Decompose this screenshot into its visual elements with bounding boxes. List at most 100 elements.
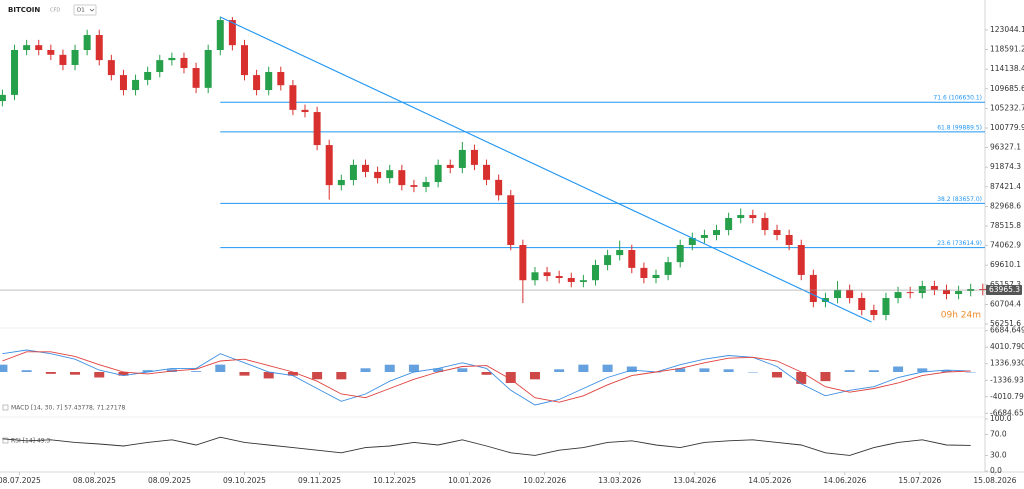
candle-body (579, 280, 587, 282)
y-tick-label: 78515.8 (990, 221, 1021, 230)
y-tick-label: 87421.4 (990, 182, 1021, 191)
macd-histogram (45, 372, 56, 374)
candle-body (132, 79, 140, 91)
dropdown-arrow[interactable] (89, 8, 95, 12)
candle-body (349, 164, 357, 180)
candle-body (749, 215, 757, 219)
candle-body (930, 286, 938, 290)
macd-histogram (675, 368, 686, 372)
macd-histogram (94, 372, 105, 378)
indicator-line (2, 436, 971, 456)
candle-body (555, 276, 563, 279)
macd-histogram (287, 372, 298, 376)
candle-body (640, 267, 648, 279)
candle-body (955, 291, 963, 295)
y-tick-label: 96327.1 (990, 143, 1021, 152)
candle-body (192, 68, 200, 88)
x-tick-label: 10.02.2026 (523, 476, 566, 485)
candle-body (265, 72, 273, 91)
candle-body (434, 164, 442, 183)
macd-histogram (70, 372, 81, 375)
macd-histogram (336, 372, 347, 380)
candle-body (313, 112, 321, 146)
x-tick-label: 08.08.2025 (73, 476, 116, 485)
indicator-line (2, 349, 971, 406)
candle-body (83, 35, 91, 50)
candle-body (71, 49, 79, 65)
candle-body (180, 57, 188, 69)
candle-body (519, 244, 527, 281)
y-tick-label: 74062.9 (990, 241, 1021, 250)
macd-legend: MACD [14, 30, 7] 57.43778, 71.27178 (11, 405, 125, 412)
y-tick-label: 70.0 (990, 430, 1007, 439)
candle-body (253, 75, 261, 91)
y-tick-label: 65157.3 (990, 280, 1021, 289)
trendline (220, 16, 872, 323)
macd-histogram (820, 372, 831, 382)
candle-body (144, 72, 152, 80)
fib-label: 38.2 (83657.0) (937, 196, 982, 203)
symbol: BITCOIN (8, 6, 40, 14)
macd-histogram (626, 366, 637, 372)
candle-body (797, 244, 805, 275)
fib-label: 23.6 (73614.9) (937, 240, 982, 247)
macd-histogram (408, 364, 419, 372)
candle-body (386, 170, 394, 179)
candle-body (156, 60, 164, 73)
candle-body (507, 195, 515, 245)
macd-histogram (796, 372, 807, 384)
x-tick-label: 08.09.2025 (148, 476, 191, 485)
candle-body (204, 49, 212, 88)
y-tick-label: 100.0 (990, 414, 1012, 423)
candle-body (0, 94, 6, 102)
candle-body (398, 170, 406, 186)
candle-body (713, 230, 721, 236)
y-tick-label: 100779.9 (990, 123, 1024, 132)
macd-histogram (118, 372, 129, 376)
indicator-line (2, 351, 971, 403)
macd-histogram (917, 368, 928, 372)
candle-body (737, 215, 745, 219)
candle-body (95, 35, 103, 61)
x-tick-label: 08.07.2025 (0, 476, 41, 485)
candle-body (107, 60, 115, 76)
candle-body (894, 292, 902, 299)
x-tick-label: 13.03.2026 (598, 476, 641, 485)
x-tick-label: 15.07.2026 (898, 476, 941, 485)
candle-body (11, 49, 19, 95)
candle-body (495, 179, 503, 196)
countdown: 09h 24m (941, 311, 981, 321)
x-tick-label: 14.05.2026 (748, 476, 791, 485)
x-tick-label: 10.12.2025 (373, 476, 416, 485)
candle-body (470, 149, 478, 165)
timeframe-select[interactable] (73, 4, 97, 16)
macd-histogram (554, 369, 565, 372)
candle-body (591, 265, 599, 281)
candle-body (882, 298, 890, 315)
candle-body (410, 185, 418, 187)
y-tick-label: 82968.6 (990, 201, 1021, 210)
macd-histogram (312, 372, 323, 380)
candle-body (59, 54, 67, 65)
legend-icon[interactable] (2, 437, 9, 444)
candle-body (761, 218, 769, 231)
timeframe[interactable]: D1 (77, 8, 85, 14)
candle-body (664, 262, 672, 275)
y-tick-label: 91874.3 (990, 162, 1021, 171)
macd-histogram (893, 366, 904, 372)
y-tick-label: 109685.6 (990, 84, 1024, 93)
candle-body (325, 145, 333, 186)
y-tick-label: -4010.79 (990, 392, 1024, 401)
x-tick-label: 10.01.2026 (448, 476, 491, 485)
macd-histogram (21, 370, 32, 372)
candle-body (906, 292, 914, 294)
candle-body (834, 289, 842, 299)
y-tick-label: -1336.93 (990, 375, 1024, 384)
y-tick-label: 6684.649 (990, 326, 1024, 335)
macd-histogram (723, 369, 734, 372)
candle-body (652, 274, 660, 279)
y-tick-label: 105232.7 (990, 103, 1024, 112)
macd-histogram (772, 372, 783, 378)
legend-icon[interactable] (2, 404, 9, 411)
